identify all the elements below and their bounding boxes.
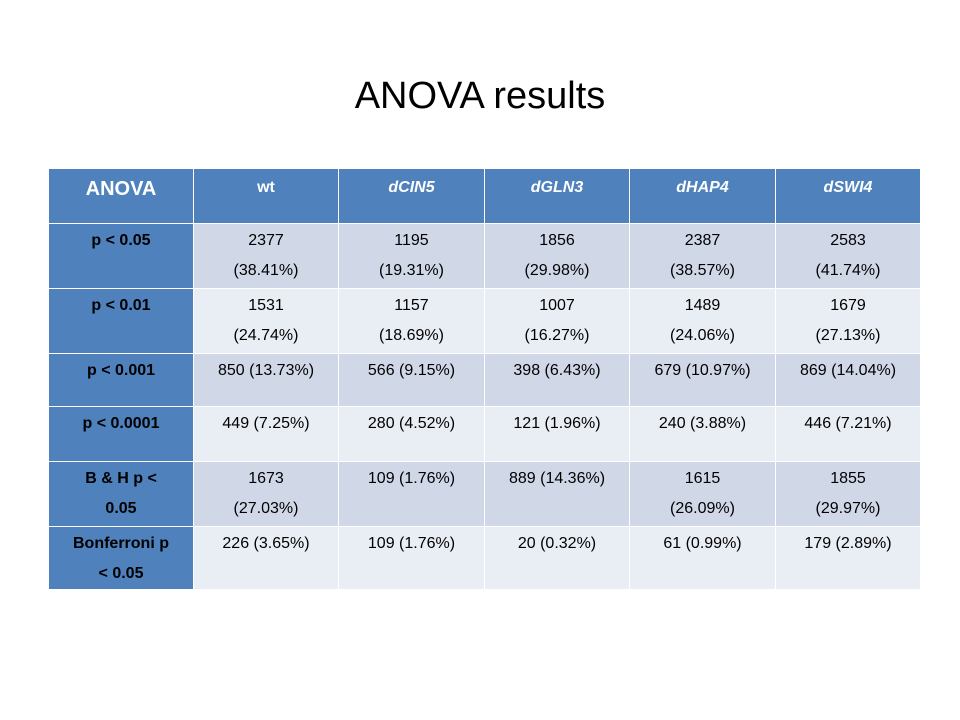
row-header-p-0001: p < 0.001 — [48, 353, 194, 407]
table-cell: 566 (9.15%) — [338, 353, 485, 407]
cell-count: 1195 — [394, 232, 429, 249]
table-cell: 1489 (24.06%) — [629, 288, 776, 354]
table-cell: 1855 (29.97%) — [775, 461, 921, 527]
row-header-line: 0.05 — [105, 500, 137, 517]
row-header-line: < 0.05 — [98, 565, 144, 582]
table-cell: 1007 (16.27%) — [484, 288, 630, 354]
cell-percent: (18.69%) — [379, 327, 444, 344]
cell-percent: (26.09%) — [670, 500, 735, 517]
table-cell: 2583 (41.74%) — [775, 223, 921, 289]
table-cell: 109 (1.76%) — [338, 526, 485, 590]
table-cell: 1157 (18.69%) — [338, 288, 485, 354]
slide-title: ANOVA results — [354, 75, 606, 117]
cell-percent: (16.27%) — [524, 327, 590, 344]
cell-count: 1489 — [684, 297, 721, 314]
cell-percent: (27.03%) — [233, 500, 299, 517]
table-cell: 179 (2.89%) — [775, 526, 921, 590]
table-cell: 1195 (19.31%) — [338, 223, 485, 289]
table-cell: 1856 (29.98%) — [484, 223, 630, 289]
table-row: p < 0.0001 449 (7.25%) 280 (4.52%) 121 (… — [48, 406, 921, 462]
cell-percent: (29.97%) — [815, 500, 881, 517]
cell-percent: (27.13%) — [815, 327, 881, 344]
cell-percent: (38.57%) — [670, 262, 735, 279]
row-header-line: Bonferroni p — [73, 535, 169, 552]
table-cell: 1673 (27.03%) — [193, 461, 339, 527]
header-corner-anova: ANOVA — [48, 168, 194, 224]
table-cell: 121 (1.96%) — [484, 406, 630, 462]
cell-percent: (24.06%) — [670, 327, 735, 344]
cell-count: 1679 — [830, 297, 866, 314]
table-cell: 449 (7.25%) — [193, 406, 339, 462]
table-cell: 679 (10.97%) — [629, 353, 776, 407]
cell-count: 1007 — [539, 297, 575, 314]
table-cell: 61 (0.99%) — [629, 526, 776, 590]
cell-count: 1673 — [248, 470, 284, 487]
column-header-dswi4: dSWI4 — [775, 168, 921, 224]
table-cell: 1679 (27.13%) — [775, 288, 921, 354]
column-header-dcin5: dCIN5 — [338, 168, 485, 224]
row-header-p-001: p < 0.01 — [48, 288, 194, 354]
table-cell: 280 (4.52%) — [338, 406, 485, 462]
anova-results-table: ANOVA wt dCIN5 dGLN3 dHAP4 dSWI4 p < 0.0… — [48, 168, 921, 590]
table-row: p < 0.01 1531 (24.74%) 1157 (18.69%) 1007 (… — [48, 288, 921, 354]
cell-percent: (29.98%) — [524, 262, 590, 279]
table-cell: 20 (0.32%) — [484, 526, 630, 590]
table-cell: 850 (13.73%) — [193, 353, 339, 407]
table-row: p < 0.05 2377 (38.41%) 1195 (19.31%) 1856 (… — [48, 223, 921, 289]
table-row: B & H p < 0.05 1673 (27.03%) 109 (1.76%) 8… — [48, 461, 921, 527]
row-header-p-00001: p < 0.0001 — [48, 406, 194, 462]
table-header-row: ANOVA wt dCIN5 dGLN3 dHAP4 dSWI4 — [48, 168, 921, 224]
table-cell: 398 (6.43%) — [484, 353, 630, 407]
table-row: Bonferroni p < 0.05 226 (3.65%) 109 (1.76… — [48, 526, 921, 590]
row-header-p-005: p < 0.05 — [48, 223, 194, 289]
table-cell: 446 (7.21%) — [775, 406, 921, 462]
table-cell: 1531 (24.74%) — [193, 288, 339, 354]
cell-count: 109 (1.76%) — [367, 470, 456, 487]
table-cell: 240 (3.88%) — [629, 406, 776, 462]
cell-count: 2387 — [684, 232, 721, 249]
cell-count: 1856 — [539, 232, 575, 249]
row-header-bonferroni: Bonferroni p < 0.05 — [48, 526, 194, 590]
cell-count: 1531 — [248, 297, 284, 314]
table-cell: 869 (14.04%) — [775, 353, 921, 407]
row-header-line: B & H p < — [85, 470, 157, 487]
row-header-bh: B & H p < 0.05 — [48, 461, 194, 527]
table-cell: 226 (3.65%) — [193, 526, 339, 590]
table-cell: 2387 (38.57%) — [629, 223, 776, 289]
table-cell: 889 (14.36%) — [484, 461, 630, 527]
cell-count: 2377 — [248, 232, 284, 249]
table-cell: 1615 (26.09%) — [629, 461, 776, 527]
column-header-dhap4: dHAP4 — [629, 168, 776, 224]
cell-count: 889 (14.36%) — [508, 470, 606, 487]
cell-percent: (19.31%) — [379, 262, 444, 279]
cell-percent: (38.41%) — [233, 262, 299, 279]
cell-count: 1855 — [830, 470, 866, 487]
cell-count: 2583 — [830, 232, 866, 249]
column-header-dgln3: dGLN3 — [484, 168, 630, 224]
column-header-wt: wt — [193, 168, 339, 224]
cell-percent: (41.74%) — [815, 262, 881, 279]
table-cell: 2377 (38.41%) — [193, 223, 339, 289]
cell-count: 1615 — [684, 470, 721, 487]
cell-percent: (24.74%) — [233, 327, 299, 344]
table-row: p < 0.001 850 (13.73%) 566 (9.15%) 398 (… — [48, 353, 921, 407]
cell-count: 1157 — [394, 297, 429, 314]
table-cell: 109 (1.76%) — [338, 461, 485, 527]
